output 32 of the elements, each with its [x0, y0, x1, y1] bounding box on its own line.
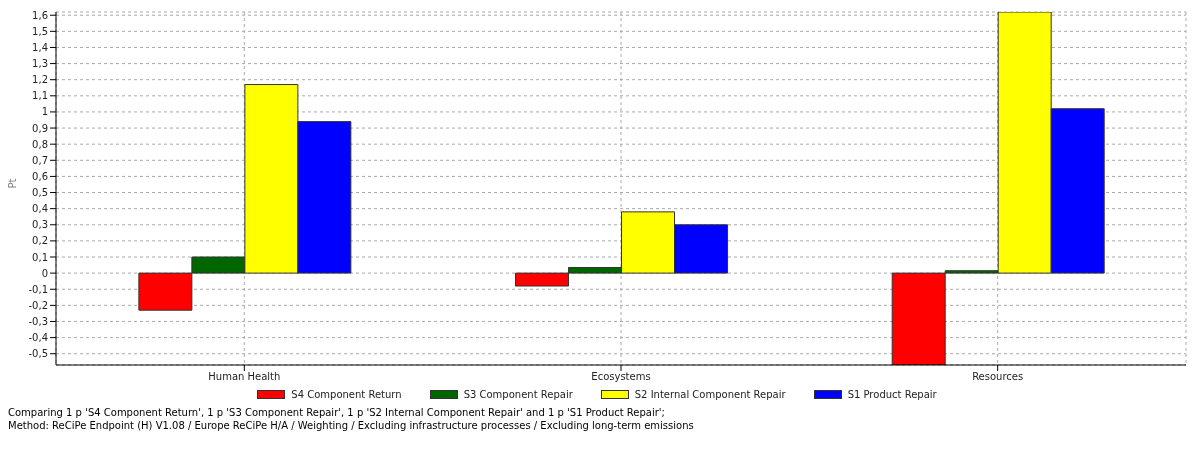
y-tick-label: 0,4 [32, 203, 48, 215]
legend-label: S4 Component Return [291, 389, 402, 400]
y-tick-label: 1,5 [32, 25, 48, 37]
legend-label: S2 Internal Component Repair [634, 389, 786, 400]
y-tick-label: 1 [41, 106, 48, 118]
y-tick-label: 1,2 [32, 74, 48, 86]
y-tick-label: -0,1 [28, 283, 48, 295]
text: Comparing 1 p 'S4 Component Return', 1 p 'S3 Component Repair', 1 p 'S2 Internal Component Repair' and 1 p 'S1 Product Repair'; [8, 406, 666, 419]
y-tick-label: 1,3 [32, 58, 48, 70]
x-tick-label: Resources [972, 371, 1024, 383]
x-tick-label: Human Health [208, 371, 281, 383]
y-tick-label: 0,8 [32, 138, 48, 150]
y-tick-label: 0,9 [32, 122, 48, 134]
legend-label: S3 Component Repair [463, 389, 573, 400]
y-tick-label: 1,1 [32, 90, 48, 102]
x-tick-label: Ecosystems [591, 371, 651, 383]
y-tick-label: -0,4 [28, 332, 48, 344]
y-tick-label: 0,7 [32, 154, 48, 166]
y-tick-label: 0,2 [32, 235, 48, 247]
y-tick-label: -0,3 [28, 316, 48, 328]
legend-label: S1 Product Repair [847, 389, 937, 400]
y-tick-label: 0,5 [32, 187, 48, 199]
text: Method: ReCiPe Endpoint (H) V1.08 / Europe ReCiPe H/A / Weighting / Excluding infrastructure processes / Excluding long-term emissions [8, 419, 695, 432]
y-tick-label: 1,6 [32, 9, 48, 21]
y-tick-label: 1,4 [32, 42, 48, 54]
y-tick-label: 0 [41, 267, 48, 279]
y-tick-label: -0,2 [28, 299, 48, 311]
y-tick-label: -0,5 [28, 348, 48, 360]
y-axis-title: Pt [6, 178, 18, 189]
y-tick-label: 0,6 [32, 170, 48, 182]
y-tick-label: 0,3 [32, 219, 48, 231]
y-tick-label: 0,1 [32, 251, 48, 263]
